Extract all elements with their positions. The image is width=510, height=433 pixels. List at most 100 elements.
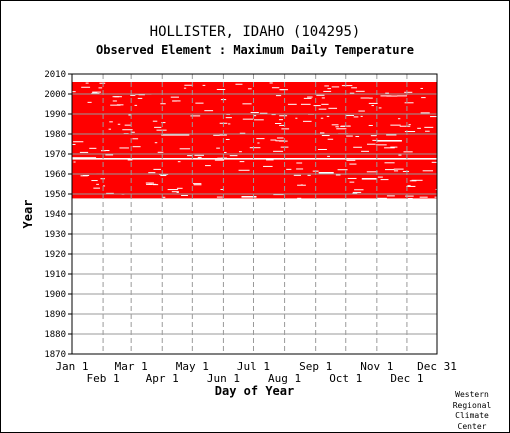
missing-gap <box>225 138 230 140</box>
missing-gap <box>393 170 399 172</box>
data-row <box>72 132 437 135</box>
x-tick-label: Dec 31 <box>417 360 457 373</box>
missing-gap <box>249 147 261 149</box>
missing-gap <box>349 92 355 94</box>
missing-gap <box>353 116 359 118</box>
missing-gap <box>352 191 362 193</box>
missing-gap <box>377 176 383 178</box>
missing-gap <box>386 195 395 197</box>
y-tick-label: 1880 <box>44 330 66 340</box>
y-tick-label: 1990 <box>44 110 66 120</box>
x-tick-label: Feb 1 <box>87 372 120 385</box>
missing-gap <box>145 182 154 184</box>
missing-segment <box>72 158 437 160</box>
x-tick-label: Dec 1 <box>390 372 423 385</box>
missing-gap <box>192 183 202 185</box>
data-row <box>72 148 437 151</box>
tick-layer: 1870 1880 1890 1900 1910 1920 1930 1940 1950 1960… <box>44 70 457 385</box>
missing-gap <box>205 165 211 167</box>
missing-gap <box>353 146 362 148</box>
missing-gap <box>337 169 348 171</box>
missing-gap <box>250 112 259 114</box>
missing-gap <box>331 124 339 126</box>
missing-gap <box>341 85 353 87</box>
missing-gap <box>167 189 179 191</box>
y-tick-label: 1920 <box>44 250 66 260</box>
missing-gap <box>110 104 121 106</box>
missing-gap <box>378 107 382 109</box>
missing-gap <box>420 112 430 114</box>
data-row <box>72 136 437 139</box>
missing-gap <box>319 132 325 134</box>
missing-gap <box>161 122 166 124</box>
credit-block: Western Regional Climate Center <box>450 390 494 432</box>
missing-gap <box>366 143 376 145</box>
missing-gap <box>326 115 330 117</box>
missing-gap <box>99 82 106 84</box>
missing-gap <box>239 132 246 134</box>
missing-gap <box>214 159 225 161</box>
missing-gap <box>324 85 329 87</box>
missing-gap <box>302 120 312 122</box>
missing-gap <box>307 96 313 98</box>
missing-gap <box>193 184 202 186</box>
x-axis-label: Day of Year <box>215 384 294 398</box>
missing-gap <box>296 168 304 170</box>
missing-gap <box>269 82 273 84</box>
missing-gap <box>197 156 202 158</box>
missing-gap <box>162 196 166 198</box>
missing-gap <box>425 130 430 132</box>
missing-gap <box>368 102 378 104</box>
y-tick-label: 2010 <box>44 70 66 80</box>
y-axis-label: Year <box>21 200 35 229</box>
missing-gap <box>411 179 423 181</box>
missing-gap <box>370 135 377 137</box>
x-tick-label: May 1 <box>176 360 209 373</box>
missing-gap <box>114 96 120 98</box>
missing-gap <box>263 165 273 167</box>
missing-gap <box>239 161 245 163</box>
data-row <box>72 182 437 185</box>
y-tick-label: 1890 <box>44 310 66 320</box>
missing-gap <box>112 100 117 102</box>
missing-gap <box>375 144 387 146</box>
missing-gap <box>390 146 398 148</box>
missing-gap <box>157 151 164 153</box>
data-row <box>72 164 437 167</box>
missing-gap <box>417 127 421 129</box>
missing-gap <box>335 174 341 176</box>
missing-gap <box>327 138 334 140</box>
x-tick-label: Jun 1 <box>207 372 240 385</box>
data-row <box>72 150 437 153</box>
missing-gap <box>124 124 131 126</box>
missing-gap <box>259 112 268 114</box>
missing-segment <box>72 157 97 159</box>
y-tick-label: 1910 <box>44 270 66 280</box>
missing-gap <box>372 139 379 141</box>
missing-gap <box>336 128 347 130</box>
missing-gap <box>190 115 201 117</box>
data-row <box>72 184 437 187</box>
missing-gap <box>106 192 114 194</box>
x-tick-label: Jan 1 <box>55 360 88 373</box>
data-row <box>72 108 437 111</box>
data-row <box>72 102 437 105</box>
missing-gap <box>321 97 325 99</box>
missing-gap <box>335 126 339 128</box>
data-row <box>72 96 437 99</box>
data-row <box>72 112 437 115</box>
missing-gap <box>152 120 158 122</box>
x-tick-label: Sep 1 <box>299 360 332 373</box>
missing-gap <box>420 87 424 89</box>
y-tick-label: 1980 <box>44 130 66 140</box>
missing-gap <box>80 175 88 177</box>
missing-gap <box>279 140 288 142</box>
missing-gap <box>406 185 416 187</box>
missing-gap <box>152 184 159 186</box>
grid-layer <box>72 74 437 354</box>
missing-gap <box>183 87 187 89</box>
missing-gap <box>266 159 274 161</box>
missing-segment <box>161 134 190 136</box>
data-row <box>72 144 437 147</box>
